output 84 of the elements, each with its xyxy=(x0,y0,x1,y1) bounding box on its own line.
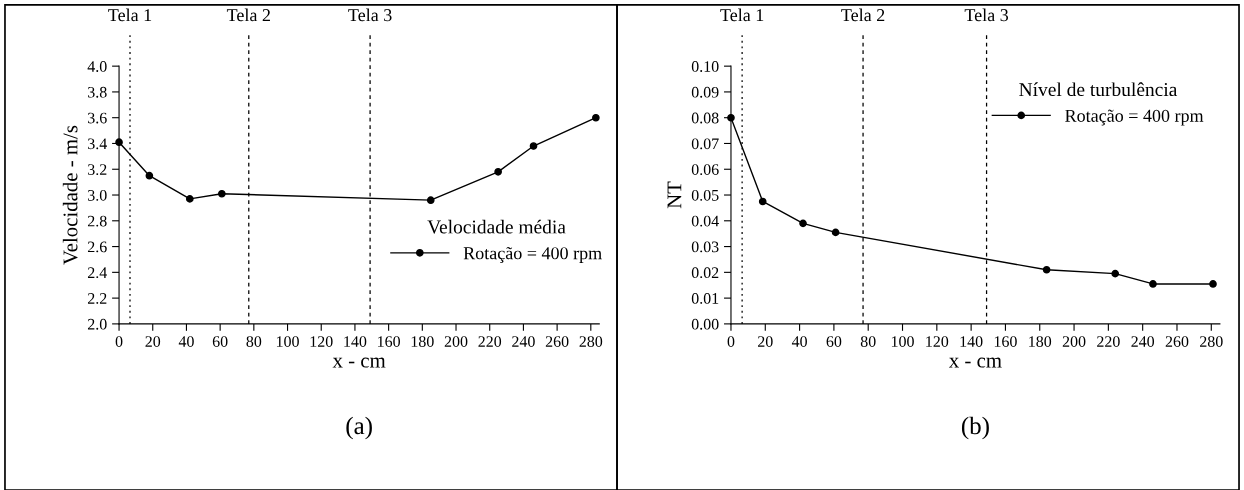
point xyxy=(1111,269,1120,278)
x-tick-label: 200 xyxy=(444,336,468,347)
x-tick-label: 200 xyxy=(1062,336,1086,347)
point xyxy=(218,189,226,198)
y-tick-label: 4.0 xyxy=(87,61,107,72)
y-tick-label: 3.8 xyxy=(88,86,107,98)
point xyxy=(426,196,435,204)
y-tick-label: 2.0 xyxy=(87,318,107,330)
x-tick-label: 240 xyxy=(512,336,535,347)
y-axis-title: Velocidade - m/s xyxy=(62,125,78,265)
y-tick-label: 0.06 xyxy=(691,164,719,176)
point xyxy=(185,195,194,203)
y-tick-label: 0.08 xyxy=(691,112,719,124)
x-tick-label: 280 xyxy=(1200,336,1223,347)
legend-label: Rotação = 400 rpm xyxy=(463,246,602,263)
y-tick-label: 3.2 xyxy=(88,164,107,176)
x-tick-label: 260 xyxy=(1165,336,1189,347)
y-tick-label: 0.00 xyxy=(691,318,719,330)
x-tick-label: 160 xyxy=(994,336,1017,347)
x-tick-label: 120 xyxy=(926,336,949,347)
text: (a) xyxy=(346,416,372,440)
legend-label: Rotação = 400 rpm xyxy=(1065,109,1204,126)
x-tick-label: 60 xyxy=(826,336,842,347)
y-tick-label: 0.05 xyxy=(691,189,719,201)
x-tick-label: 140 xyxy=(344,336,367,347)
y-tick-label: 0.07 xyxy=(691,138,719,150)
x-tick-label: 100 xyxy=(276,336,299,347)
x-tick-label: 0 xyxy=(727,336,735,347)
x-tick-label: 160 xyxy=(378,336,400,347)
x-tick-label: 100 xyxy=(891,336,914,347)
x-tick-label: 220 xyxy=(1097,336,1120,347)
point xyxy=(727,113,735,122)
x-tick-label: 40 xyxy=(791,336,807,347)
y-tick-label: 3.6 xyxy=(88,112,107,124)
x-axis-title: x - cm xyxy=(332,357,386,368)
x-tick-label: 140 xyxy=(960,336,983,347)
y-tick-label: 0.10 xyxy=(691,61,719,72)
x-tick-label: 220 xyxy=(478,336,502,347)
point xyxy=(799,219,807,228)
x-tick-label: 0 xyxy=(115,336,123,347)
x-tick-label: 280 xyxy=(579,336,603,347)
point xyxy=(1149,280,1157,288)
point xyxy=(115,138,123,147)
y-tick-label: 2.6 xyxy=(87,241,107,253)
legend-title: Velocidade média xyxy=(427,219,566,234)
y-tick-label: 0.09 xyxy=(691,86,719,98)
y-tick-label: 3.0 xyxy=(88,189,107,201)
ref-line-label: Tela 1 xyxy=(108,8,152,22)
x-tick-label: 40 xyxy=(178,336,194,347)
y-tick-label: 2.8 xyxy=(87,215,107,227)
text: (b) xyxy=(961,416,989,440)
y-axis-title: NT xyxy=(667,181,682,209)
point xyxy=(758,197,767,206)
x-tick-label: 20 xyxy=(145,336,161,347)
ref-line-label: Tela 2 xyxy=(841,8,885,22)
x-tick-label: 260 xyxy=(545,336,569,347)
y-tick-label: 0.01 xyxy=(691,293,719,304)
x-tick-label: 180 xyxy=(411,336,434,347)
x-tick-label: 20 xyxy=(758,336,773,347)
point xyxy=(831,228,840,237)
y-tick-label: 3.4 xyxy=(88,138,107,150)
x-tick-label: 180 xyxy=(1029,336,1052,347)
point xyxy=(529,142,538,150)
x-tick-label: 120 xyxy=(310,336,333,347)
y-tick-label: 0.03 xyxy=(691,241,719,253)
point xyxy=(592,113,600,122)
point xyxy=(1042,265,1051,274)
ref-line-label: Tela 3 xyxy=(964,8,1009,22)
y-tick-label: 0.04 xyxy=(691,215,719,227)
x-tick-label: 240 xyxy=(1131,336,1155,347)
point xyxy=(494,168,502,176)
x-tick-label: 80 xyxy=(860,336,876,347)
y-tick-label: 0.02 xyxy=(691,267,719,279)
legend-title: Nível de turbulência xyxy=(1019,82,1178,97)
x-axis-title: x - cm xyxy=(948,357,1002,368)
ref-line-label: Tela 2 xyxy=(226,8,270,22)
y-tick-label: 2.4 xyxy=(87,267,107,279)
x-tick-label: 60 xyxy=(212,336,228,347)
ref-line-label: Tela 1 xyxy=(720,8,764,22)
point xyxy=(145,171,154,180)
y-tick-label: 2.2 xyxy=(87,293,107,304)
x-tick-label: 80 xyxy=(246,336,262,347)
point xyxy=(1209,280,1217,288)
ref-line-label: Tela 3 xyxy=(348,8,392,22)
